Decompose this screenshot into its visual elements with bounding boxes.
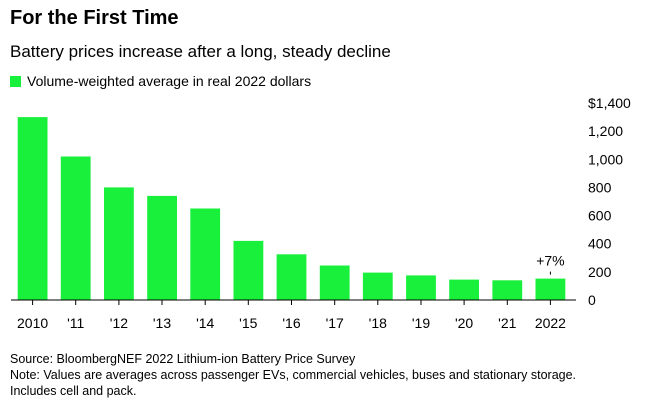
x-tick-label: '11	[67, 315, 84, 331]
x-tick-label: '20	[455, 315, 473, 331]
x-tick-label: '12	[110, 315, 128, 331]
x-tick-label: '16	[282, 315, 300, 331]
bar	[104, 187, 134, 300]
bar	[60, 156, 91, 300]
legend-label: Volume-weighted average in real 2022 dol…	[27, 73, 312, 89]
bar	[406, 275, 436, 300]
bar	[17, 117, 48, 300]
x-tick-label: '18	[369, 315, 387, 331]
y-tick-label: 1,200	[588, 123, 623, 139]
footnote-line-1: Note: Values are averages across passeng…	[10, 368, 577, 382]
legend-swatch	[10, 75, 21, 87]
bar	[319, 265, 350, 300]
bar	[190, 208, 221, 300]
y-tick-label: 600	[588, 208, 612, 224]
bar	[147, 195, 177, 300]
chart-title: For the First Time	[10, 7, 179, 29]
chart-subtitle: Battery prices increase after a long, st…	[10, 42, 391, 61]
x-tick-label: '17	[326, 315, 344, 331]
x-tick-label: 2022	[535, 315, 566, 331]
bar	[233, 240, 264, 300]
footnote-line-2: Includes cell and pack.	[10, 384, 137, 398]
x-tick-label: '14	[196, 315, 214, 331]
y-tick-label: 800	[588, 179, 612, 195]
x-tick-label: '19	[412, 315, 430, 331]
x-tick-label: '13	[153, 315, 171, 331]
y-tick-label: $1,400	[588, 95, 631, 111]
x-tick-label: 2010	[17, 315, 48, 331]
source-note: Source: BloombergNEF 2022 Lithium-ion Ba…	[10, 352, 356, 366]
bar	[362, 272, 393, 300]
y-tick-label: 400	[588, 236, 612, 252]
x-tick-label: '21	[498, 315, 516, 331]
y-tick-label: 0	[588, 292, 596, 308]
y-tick-label: 1,000	[588, 151, 623, 167]
legend: Volume-weighted average in real 2022 dol…	[10, 72, 311, 90]
y-tick-label: 200	[588, 264, 612, 280]
bar	[492, 280, 523, 300]
bar	[449, 279, 479, 300]
x-tick-label: '15	[239, 315, 257, 331]
bar	[535, 278, 566, 300]
annotation-label: +7%	[536, 253, 564, 269]
bar	[276, 254, 307, 300]
